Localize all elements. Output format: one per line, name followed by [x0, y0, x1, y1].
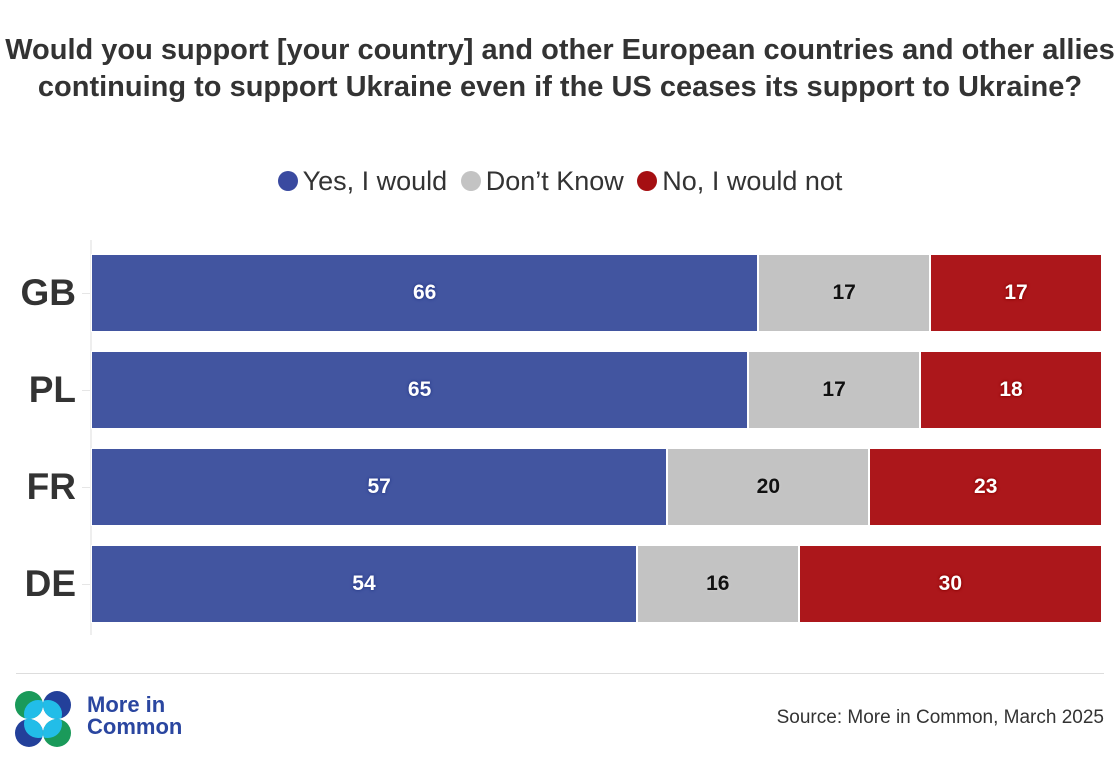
- chart-title: Would you support [your country] and oth…: [5, 34, 1115, 103]
- bar-segment-gb-dk: 17: [758, 254, 931, 332]
- legend-dot-dont-know-icon: [460, 171, 481, 191]
- footer-divider: [16, 673, 1104, 674]
- data-label: 20: [756, 475, 781, 498]
- bar-segment-fr-yes: 57: [91, 448, 668, 526]
- y-tick: [82, 293, 90, 294]
- data-label: 17: [822, 378, 846, 401]
- brand-name-line1: More in: [87, 692, 166, 717]
- legend-item-dont-know: Don’t Know: [460, 166, 624, 197]
- data-label: 18: [999, 378, 1023, 401]
- category-label-fr: FR: [26, 466, 76, 507]
- legend-label-no: No, I would not: [662, 166, 843, 196]
- bar-segment-gb-yes: 66: [91, 254, 759, 332]
- y-tick: [82, 390, 90, 391]
- legend-dot-yes-icon: [277, 171, 298, 191]
- more-in-common-logo-icon: [15, 691, 71, 747]
- bar-segment-fr-dk: 20: [667, 448, 870, 526]
- data-label: 30: [938, 572, 963, 595]
- category-label-de: DE: [24, 563, 76, 604]
- data-label: 65: [407, 378, 432, 401]
- data-label: 16: [706, 572, 730, 595]
- bar-segment-gb-no: 17: [930, 254, 1102, 332]
- brand-name-line2: Common: [87, 714, 183, 739]
- legend-label-dont-know: Don’t Know: [485, 166, 624, 196]
- bar-segment-fr-no: 23: [869, 448, 1102, 526]
- legend-item-no: No, I would not: [637, 166, 842, 197]
- bar-segment-de-yes: 54: [91, 545, 637, 623]
- bar-segment-pl-no: 18: [920, 351, 1102, 429]
- bar-segment-de-no: 30: [798, 545, 1102, 623]
- y-axis-line: [90, 240, 92, 635]
- y-tick: [82, 584, 90, 585]
- data-label: 23: [974, 475, 998, 498]
- brand-name: More in Common: [87, 694, 182, 738]
- bar-segment-pl-dk: 17: [748, 351, 920, 429]
- category-label-gb: GB: [20, 272, 77, 313]
- legend-item-yes: Yes, I would: [277, 166, 448, 197]
- bar-segment-pl-yes: 65: [91, 351, 749, 429]
- data-label: 54: [352, 572, 376, 595]
- data-label: 17: [832, 281, 856, 304]
- y-tick: [82, 487, 90, 488]
- legend-label-yes: Yes, I would: [302, 166, 448, 196]
- stacked-bar-chart: GB 66 17 17 PL 65 17 18 FR 57 20 23 DE 54 16 30: [0, 240, 1120, 635]
- category-label-pl: PL: [28, 369, 76, 410]
- data-label: 66: [412, 281, 437, 304]
- source-note: Source: More in Common, March 2025: [776, 707, 1104, 728]
- bar-segment-de-dk: 16: [636, 545, 799, 623]
- legend: Yes, I would Don’t Know No, I would not: [0, 166, 1120, 197]
- legend-dot-no-icon: [637, 171, 658, 191]
- data-label: 17: [1004, 281, 1028, 304]
- data-label: 57: [367, 475, 391, 498]
